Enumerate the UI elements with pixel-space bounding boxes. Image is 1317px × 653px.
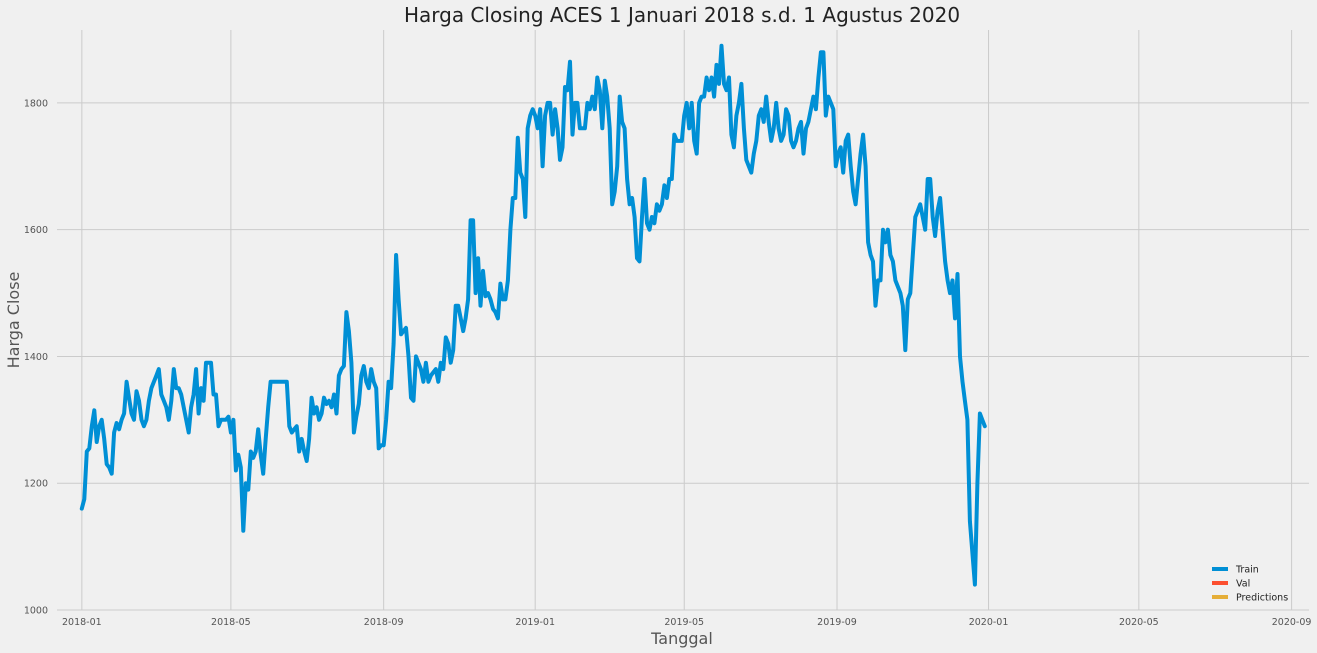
x-tick-label: 2018-09 bbox=[364, 617, 404, 628]
y-tick-label: 1200 bbox=[24, 479, 48, 490]
chart-title: Harga Closing ACES 1 Januari 2018 s.d. 1… bbox=[404, 3, 960, 27]
x-tick-label: 2020-05 bbox=[1119, 617, 1159, 628]
x-tick-label: 2019-01 bbox=[515, 617, 555, 628]
y-axis-label: Harga Close bbox=[4, 272, 23, 369]
x-tick-labels: 2018-01 2018-05 2018-09 2019-01 2019-05 2019-… bbox=[62, 617, 1311, 628]
x-tick-label: 2020-01 bbox=[969, 617, 1009, 628]
legend: Train Val Predictions bbox=[1212, 565, 1288, 604]
x-tick-label: 2019-09 bbox=[817, 617, 857, 628]
series-line-train bbox=[79, 43, 987, 587]
y-tick-label: 1400 bbox=[24, 352, 48, 363]
x-tick-label: 2018-01 bbox=[62, 617, 102, 628]
x-axis-label: Tanggal bbox=[650, 629, 713, 648]
x-tick-label: 2018-05 bbox=[211, 617, 251, 628]
y-tick-label: 1800 bbox=[24, 98, 48, 109]
legend-label-val: Val bbox=[1236, 579, 1250, 590]
x-tick-label: 2019-05 bbox=[664, 617, 704, 628]
legend-label-predictions: Predictions bbox=[1236, 593, 1288, 604]
y-tick-label: 1600 bbox=[24, 225, 48, 236]
y-tick-labels: 1000 1200 1400 1600 1800 bbox=[24, 98, 48, 616]
series-lines bbox=[79, 43, 987, 587]
legend-label-train: Train bbox=[1235, 565, 1259, 576]
x-tick-label: 2020-09 bbox=[1272, 617, 1312, 628]
y-tick-label: 1000 bbox=[24, 606, 48, 617]
